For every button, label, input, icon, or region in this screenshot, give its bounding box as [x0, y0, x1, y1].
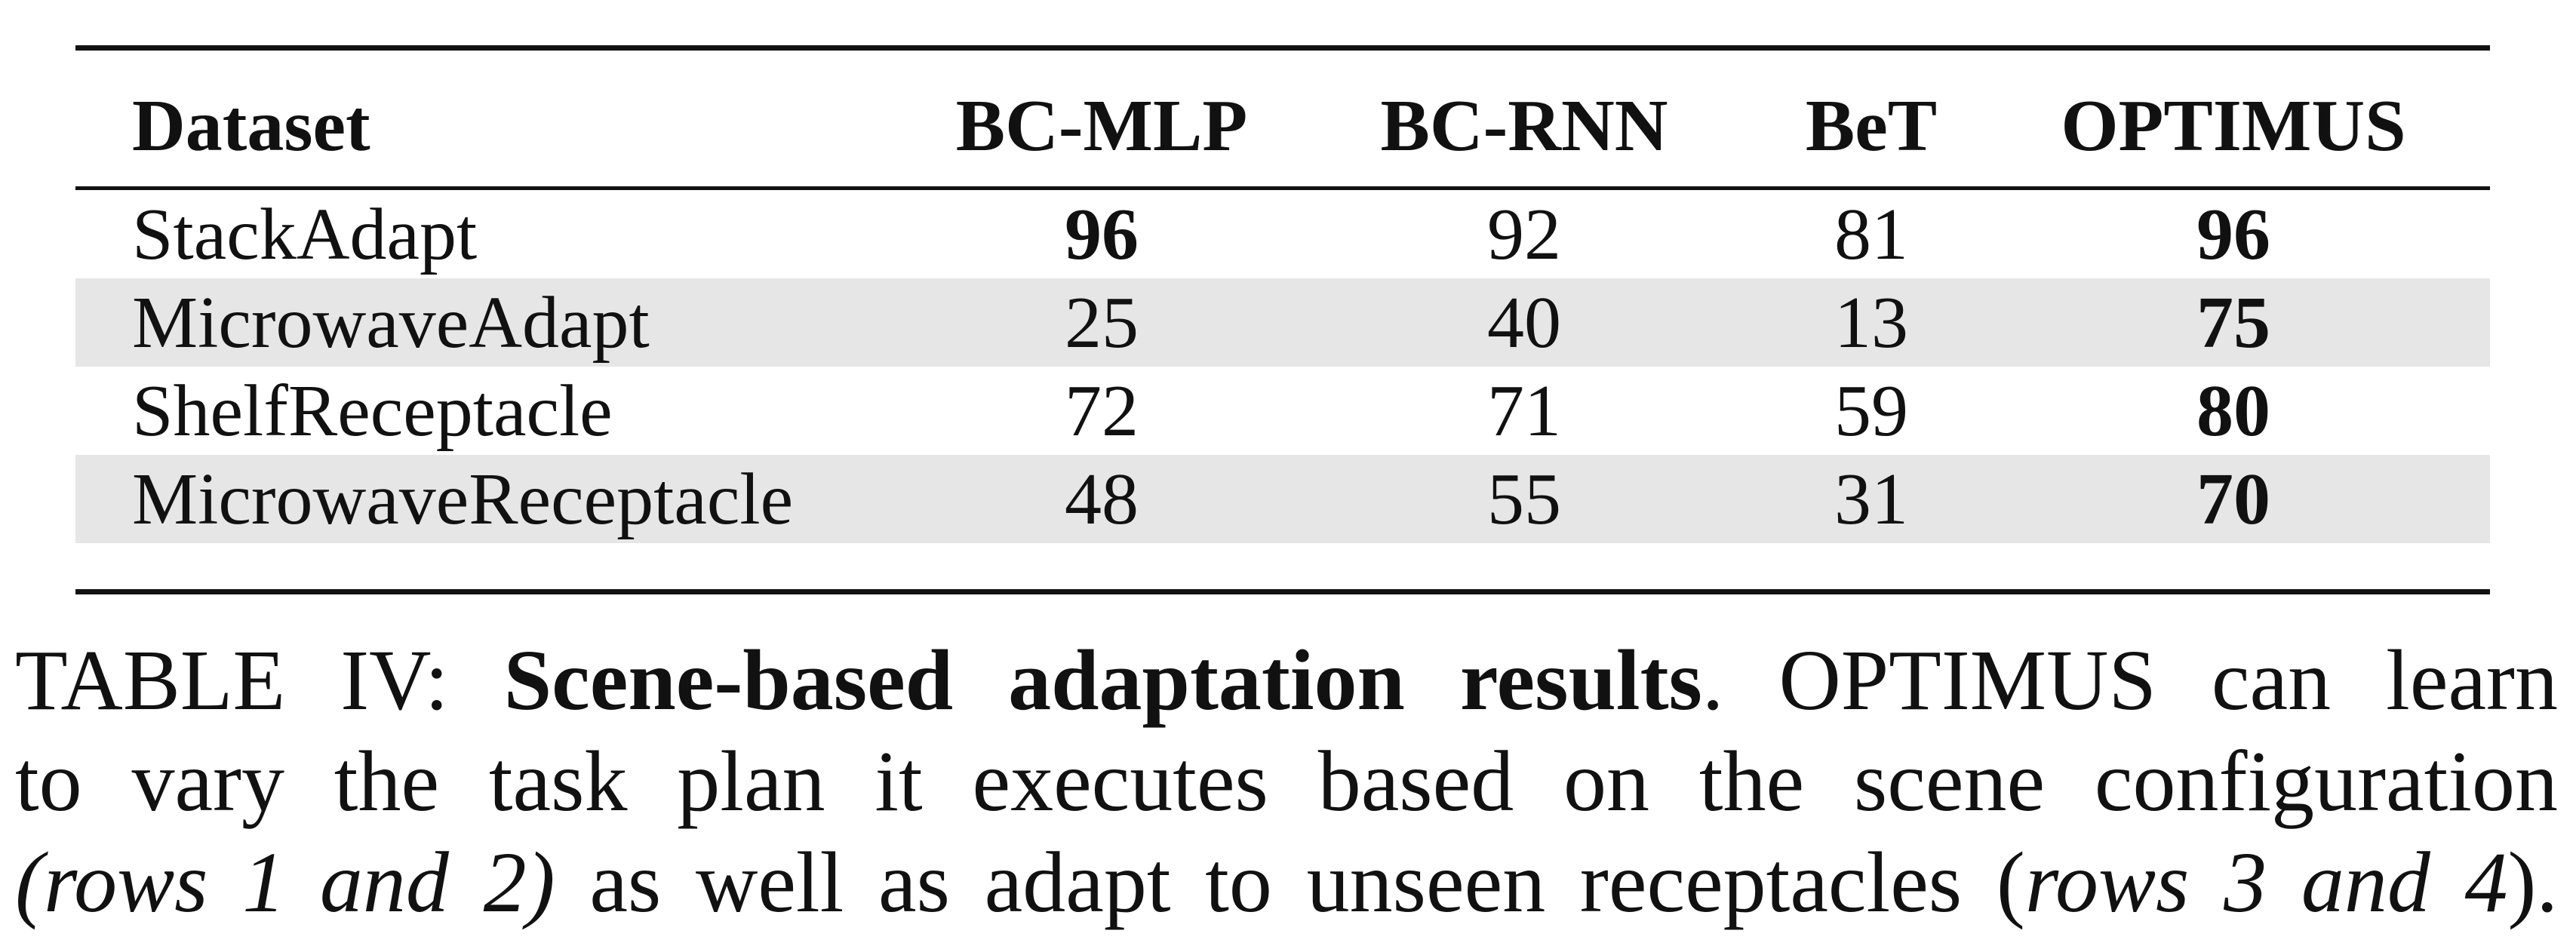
table-caption: TABLE IV: Scene-based adaptation results…: [15, 630, 2558, 933]
caption-line-3: (rows 1 and 2) as well as adapt to unsee…: [15, 832, 2558, 933]
cell-optimus: 75: [2196, 281, 2270, 364]
header-bc-mlp: BC-MLP: [955, 85, 1248, 167]
caption-line3-mid: as well as adapt to unseen receptacles (: [555, 834, 2025, 930]
cell-dataset: ShelfReceptacle: [132, 370, 613, 452]
cell-bc-mlp: 96: [1065, 193, 1139, 275]
header-optimus: OPTIMUS: [2061, 85, 2406, 167]
cell-bc-rnn: 71: [1487, 370, 1561, 452]
header-bet: BeT: [1805, 85, 1938, 167]
cell-bc-mlp: 72: [1065, 370, 1139, 452]
caption-line-1: TABLE IV: Scene-based adaptation results…: [15, 630, 2558, 731]
cell-bet: 31: [1834, 458, 1908, 540]
header-dataset: Dataset: [132, 85, 370, 167]
cell-bc-mlp: 25: [1065, 281, 1139, 364]
caption-line3-end: ).: [2507, 834, 2559, 930]
cell-bet: 59: [1834, 370, 1908, 452]
cell-optimus: 96: [2196, 193, 2270, 275]
table-row: MicrowaveReceptacle 48 55 31 70: [75, 455, 2490, 543]
caption-line-2: to vary the task plan it executes based …: [15, 733, 2558, 829]
cell-bc-rnn: 40: [1487, 281, 1561, 364]
caption-italic-rows-1-2: (rows 1 and 2): [15, 834, 555, 930]
cell-bc-rnn: 92: [1487, 193, 1561, 275]
table-header-row: Dataset BC-MLP BC-RNN BeT OPTIMUS: [75, 51, 2490, 186]
cell-bc-mlp: 48: [1065, 458, 1139, 540]
header-bc-rnn: BC-RNN: [1380, 85, 1668, 167]
table-top-rule: [75, 45, 2490, 51]
table-header-rule: [75, 186, 2490, 190]
cell-bet: 81: [1834, 193, 1908, 275]
table-row: ShelfReceptacle 72 71 59 80: [75, 367, 2490, 455]
cell-bet: 13: [1834, 281, 1908, 364]
table-row: StackAdapt 96 92 81 96: [75, 190, 2490, 278]
caption-italic-rows-3-4: rows 3 and 4: [2024, 834, 2508, 930]
cell-dataset: MicrowaveAdapt: [132, 281, 650, 364]
caption-label: TABLE IV:: [15, 632, 449, 728]
cell-bc-rnn: 55: [1487, 458, 1561, 540]
cell-optimus: 80: [2196, 370, 2270, 452]
cell-optimus: 70: [2196, 458, 2270, 540]
cell-dataset: StackAdapt: [132, 193, 478, 275]
caption-line1-rest: . OPTIMUS can learn: [1701, 632, 2559, 728]
table-row: MicrowaveAdapt 25 40 13 75: [75, 278, 2490, 367]
table-bottom-rule: [75, 589, 2490, 594]
cell-dataset: MicrowaveReceptacle: [132, 458, 794, 540]
caption-bold-title: Scene-based adaptation results: [503, 632, 1702, 728]
